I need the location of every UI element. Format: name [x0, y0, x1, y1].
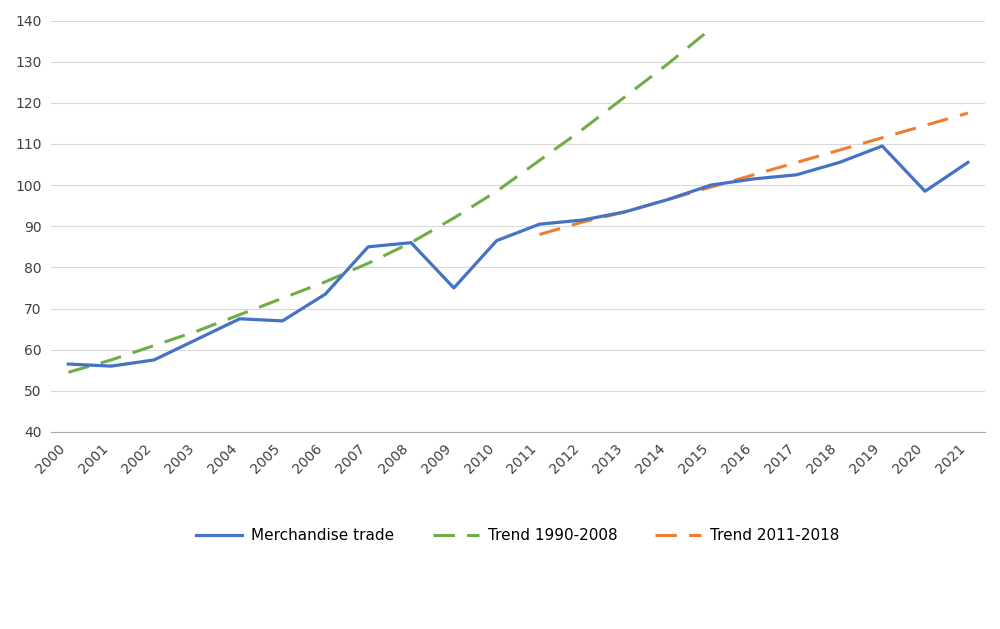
Legend: Merchandise trade, Trend 1990-2008, Trend 2011-2018: Merchandise trade, Trend 1990-2008, Tren…: [190, 522, 846, 549]
